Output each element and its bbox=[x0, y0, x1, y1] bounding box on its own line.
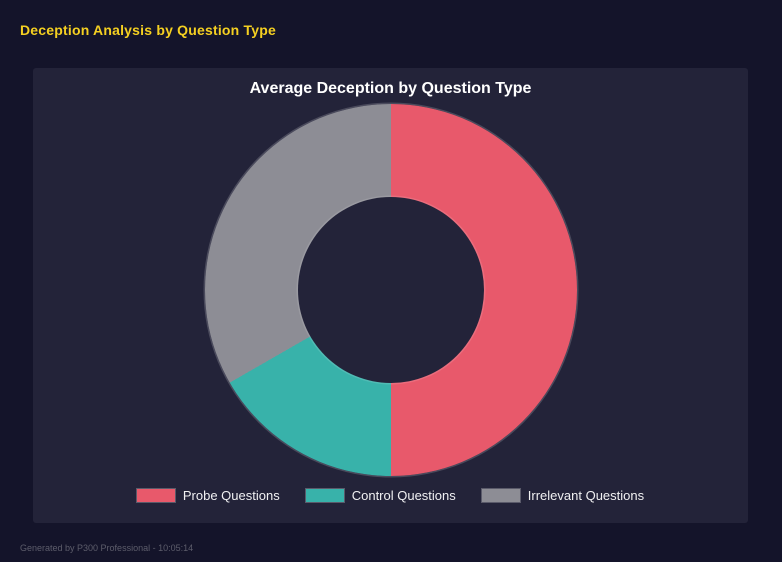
legend-swatch-control bbox=[305, 489, 344, 502]
legend-label-probe: Probe Questions bbox=[182, 488, 280, 503]
donut-hole bbox=[297, 197, 484, 383]
chart-legend: Probe Questions Control Questions Irrele… bbox=[136, 488, 645, 503]
footer-text: Generated by P300 Professional - 10:05:1… bbox=[20, 543, 194, 553]
chart-panel: Average Deception by Question Type Probe… bbox=[33, 68, 748, 523]
legend-label-irrelevant: Irrelevant Questions bbox=[527, 488, 645, 503]
donut-chart-area bbox=[204, 104, 577, 476]
page-title: Deception Analysis by Question Type bbox=[20, 22, 276, 38]
legend-item-irrelevant[interactable]: Irrelevant Questions bbox=[481, 488, 645, 503]
legend-label-control: Control Questions bbox=[351, 488, 456, 503]
legend-item-probe[interactable]: Probe Questions bbox=[136, 488, 280, 503]
legend-swatch-irrelevant bbox=[481, 489, 520, 502]
legend-item-control[interactable]: Control Questions bbox=[305, 488, 456, 503]
legend-swatch-probe bbox=[136, 489, 175, 502]
chart-title: Average Deception by Question Type bbox=[249, 80, 532, 97]
